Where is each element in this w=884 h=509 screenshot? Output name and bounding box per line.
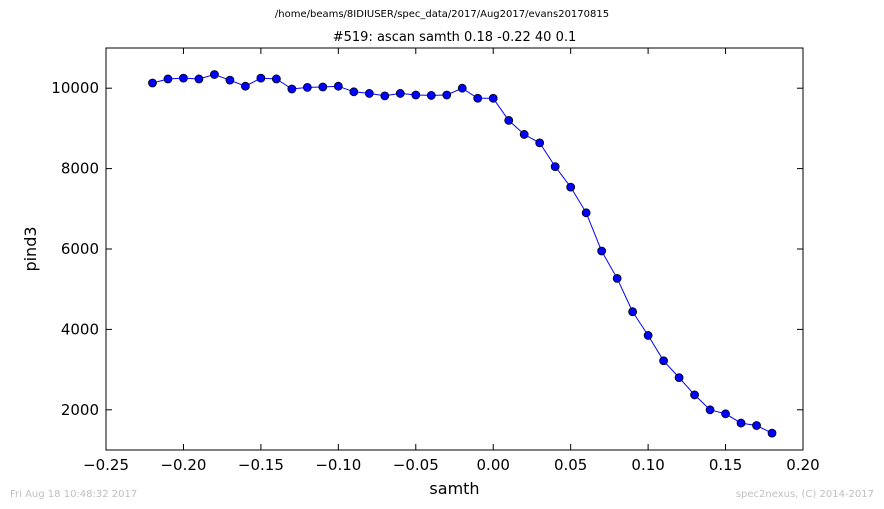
- data-point: [690, 390, 699, 400]
- data-point: [519, 130, 529, 139]
- data-point: [240, 81, 250, 91]
- data-point: [581, 208, 591, 218]
- data-point: [659, 356, 668, 366]
- x-tick-label: 0.00: [477, 456, 510, 474]
- data-point: [179, 73, 188, 83]
- data-point: [163, 74, 173, 84]
- data-point: [380, 91, 390, 101]
- data-point: [457, 83, 467, 93]
- data-point: [597, 246, 607, 256]
- data-point: [705, 405, 715, 415]
- y-tick-label: 10000: [51, 79, 99, 97]
- footer-timestamp: Fri Aug 18 10:48:32 2017: [10, 489, 138, 500]
- data-point: [643, 331, 653, 340]
- data-point: [442, 90, 452, 100]
- data-point: [395, 89, 405, 98]
- x-tick-label: 0.05: [554, 456, 587, 474]
- x-tick-label: −0.10: [315, 456, 361, 474]
- data-point: [550, 162, 560, 171]
- footer-credit: spec2nexus, (C) 2014-2017: [735, 489, 874, 500]
- data-point: [736, 418, 746, 428]
- plot-frame: [105, 47, 804, 451]
- data-point: [566, 182, 576, 192]
- data-point: [473, 93, 483, 103]
- figure-suptitle: /home/beams/8IDIUSER/spec_data/2017/Aug2…: [274, 9, 610, 20]
- y-axis-label: pind3: [21, 226, 40, 271]
- data-point: [333, 81, 343, 91]
- data-point: [364, 89, 374, 98]
- data-point: [628, 307, 638, 317]
- x-axis-label: samth: [429, 479, 479, 498]
- data-point: [349, 87, 359, 97]
- chart-title: #519: ascan samth 0.18 -0.22 40 0.1: [332, 30, 577, 45]
- x-tick-label: 0.15: [709, 456, 742, 474]
- data-point: [287, 84, 297, 94]
- x-tick-label: 0.20: [786, 456, 819, 474]
- x-tick-label: −0.25: [83, 456, 129, 474]
- x-tick-label: −0.20: [160, 456, 206, 474]
- data-point: [721, 409, 730, 419]
- data-point: [148, 78, 157, 88]
- data-point: [504, 115, 514, 125]
- data-point: [674, 373, 684, 383]
- y-tick-label: 4000: [61, 320, 99, 338]
- data-series: [148, 70, 777, 438]
- data-point: [535, 138, 545, 148]
- y-axis: 2000 4000 6000 8000 10000: [51, 79, 803, 419]
- x-axis: −0.25 −0.20 −0.15 −0.10 −0.05 0.00 0.05 0.10 0.1…: [83, 48, 820, 474]
- data-point: [411, 90, 421, 100]
- data-point: [318, 82, 328, 92]
- data-point: [271, 74, 281, 84]
- data-point: [225, 75, 235, 85]
- data-point: [767, 428, 777, 438]
- data-point: [210, 70, 219, 79]
- data-point: [256, 73, 266, 83]
- y-tick-label: 6000: [61, 240, 99, 258]
- data-point: [612, 273, 622, 283]
- data-point: [488, 93, 498, 103]
- data-point: [302, 82, 312, 92]
- x-tick-label: −0.05: [393, 456, 439, 474]
- data-point: [194, 74, 204, 84]
- y-tick-label: 8000: [61, 160, 99, 178]
- x-tick-label: 0.10: [631, 456, 664, 474]
- data-point: [752, 421, 761, 430]
- x-tick-label: −0.15: [238, 456, 284, 474]
- data-point: [426, 91, 436, 100]
- y-tick-label: 2000: [61, 401, 99, 419]
